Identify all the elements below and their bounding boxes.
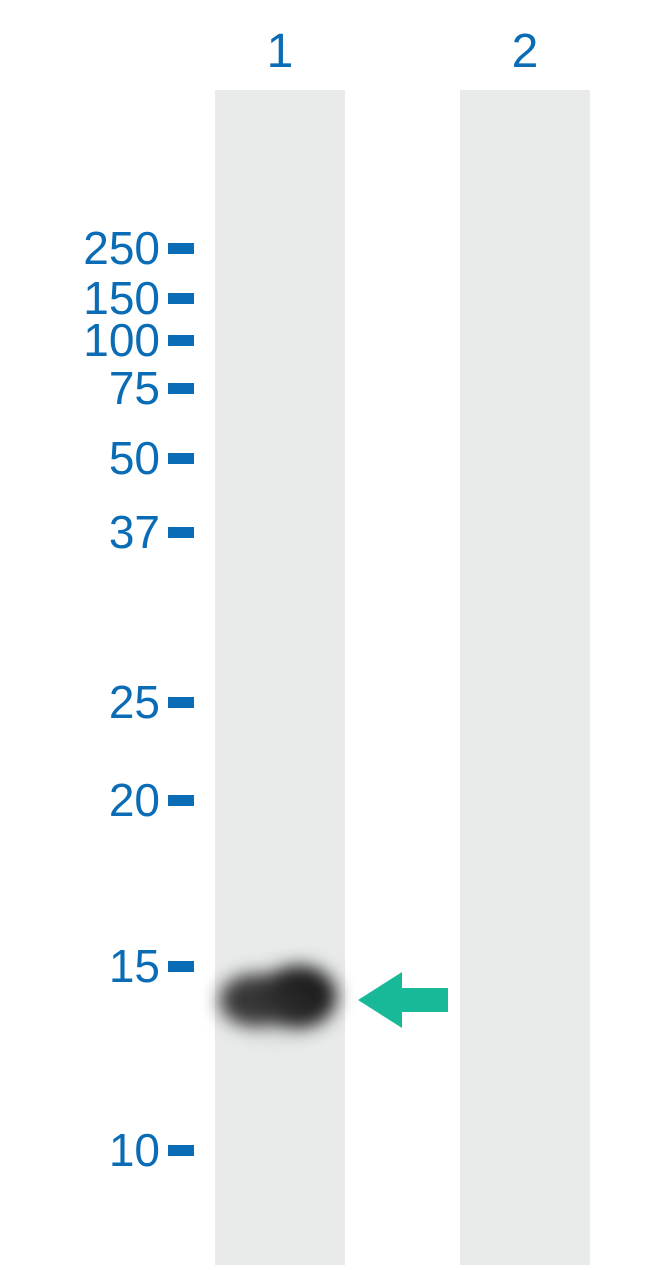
mw-marker-label: 20 — [109, 773, 160, 827]
mw-marker-label: 50 — [109, 431, 160, 485]
mw-marker-tick — [168, 961, 194, 972]
mw-marker-label: 25 — [109, 675, 160, 729]
mw-marker-tick — [168, 795, 194, 806]
lane-header-1: 1 — [215, 24, 345, 79]
western-blot-figure: 1 2 25015010075503725201510 — [0, 0, 650, 1270]
mw-marker-tick — [168, 697, 194, 708]
mw-marker-label: 37 — [109, 505, 160, 559]
lane-2 — [460, 90, 590, 1265]
mw-marker-label: 75 — [109, 361, 160, 415]
mw-marker-tick — [168, 1145, 194, 1156]
mw-marker-label: 100 — [83, 313, 160, 367]
lane-header-2-label: 2 — [512, 25, 539, 78]
mw-marker-tick — [168, 453, 194, 464]
lane-header-1-label: 1 — [267, 25, 294, 78]
mw-marker-tick — [168, 335, 194, 346]
mw-marker-tick — [168, 527, 194, 538]
mw-marker-tick — [168, 243, 194, 254]
mw-marker-tick — [168, 383, 194, 394]
mw-marker-label: 10 — [109, 1123, 160, 1177]
mw-marker-label: 15 — [109, 939, 160, 993]
mw-marker-label: 250 — [83, 221, 160, 275]
lane-1 — [215, 90, 345, 1265]
lane-header-2: 2 — [460, 24, 590, 79]
band-indicator-arrow-icon — [358, 972, 448, 1028]
mw-marker-tick — [168, 293, 194, 304]
protein-band — [227, 980, 323, 1024]
